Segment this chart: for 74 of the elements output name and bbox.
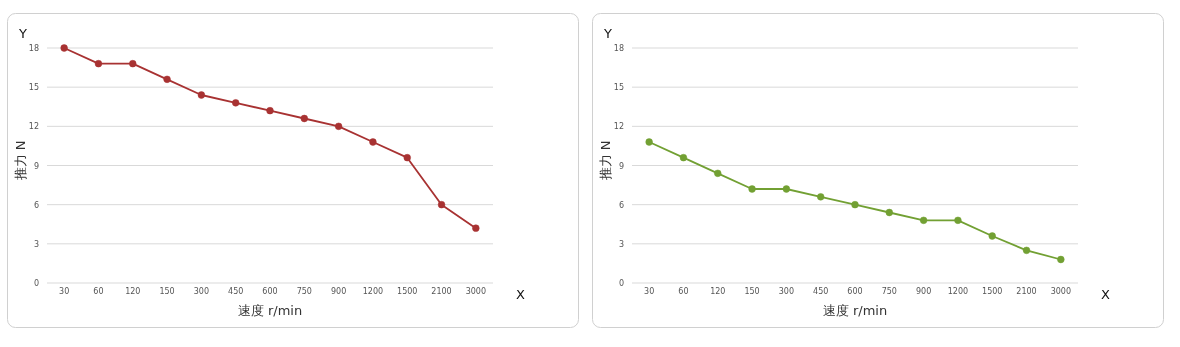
x-tick-label: 750: [296, 287, 312, 296]
x-tick-label: 150: [744, 287, 760, 296]
x-tick-label: 2100: [1016, 287, 1037, 296]
point: [437, 201, 446, 209]
x-tick-label: 60: [93, 287, 104, 296]
point: [679, 154, 688, 162]
x-tick-label: 1500: [397, 287, 418, 296]
x-tick-label: 600: [847, 287, 863, 296]
x-tick-label: 1200: [947, 287, 969, 296]
y-tick-label: 6: [33, 200, 39, 210]
point: [403, 154, 411, 162]
x-tick-label: 60: [678, 287, 689, 296]
point: [472, 224, 480, 232]
point: [919, 216, 928, 224]
point: [782, 185, 791, 193]
x-tick-label: 300: [778, 287, 795, 296]
y-tick-label: 18: [613, 44, 624, 53]
text: Y: [603, 26, 612, 41]
x-tick-label: 600: [262, 287, 278, 296]
x-tick-label: 450: [813, 287, 829, 296]
x-axis-title: 速度 r/min: [822, 303, 888, 318]
point: [163, 75, 171, 83]
point: [129, 60, 137, 68]
y-tick-label: 0: [618, 279, 624, 288]
y-tick-label: 15: [28, 83, 39, 93]
x-tick-label: 3000: [465, 287, 487, 296]
x-tick-label: 900: [915, 287, 932, 296]
point: [885, 208, 893, 217]
y-axis-title: 推力 N: [598, 140, 613, 181]
y-tick-label: 15: [613, 83, 624, 93]
y-axis-title: 推力 N: [13, 140, 28, 181]
point: [369, 138, 377, 146]
x-tick-label: 2100: [431, 287, 452, 296]
y-tick-label: 0: [33, 279, 39, 288]
y-tick-label: 12: [613, 122, 624, 132]
x-axis-title: 速度 r/min: [237, 303, 303, 318]
point: [851, 201, 859, 209]
point: [1057, 255, 1065, 264]
x-tick-label: 3000: [1050, 287, 1072, 296]
point: [645, 138, 653, 146]
x-tick-label: 300: [193, 287, 210, 296]
point: [60, 44, 68, 52]
x-tick-label: 30: [644, 287, 655, 296]
text: X: [1101, 287, 1110, 302]
x-tick-label: 900: [330, 287, 347, 296]
point: [817, 193, 825, 201]
y-tick-label: 9: [33, 161, 39, 171]
y-tick-label: 3: [618, 239, 624, 249]
point: [266, 107, 274, 115]
x-tick-label: 450: [228, 287, 244, 296]
point: [232, 99, 240, 107]
text: Y: [18, 26, 27, 41]
text: X: [516, 287, 525, 302]
y-tick-label: 18: [28, 44, 39, 53]
point: [1022, 246, 1031, 255]
point: [988, 232, 996, 240]
x-tick-label: 750: [881, 287, 897, 296]
point: [334, 122, 343, 130]
x-tick-label: 120: [710, 287, 726, 296]
point: [954, 216, 962, 224]
point: [197, 91, 206, 99]
point: [94, 60, 103, 68]
y-tick-label: 3: [33, 239, 39, 249]
y-tick-label: 6: [618, 200, 624, 210]
x-tick-label: 120: [125, 287, 141, 296]
x-tick-label: 1500: [982, 287, 1003, 296]
point: [300, 114, 308, 123]
y-tick-label: 12: [28, 122, 39, 132]
x-tick-label: 30: [59, 287, 70, 296]
x-tick-label: 150: [159, 287, 175, 296]
x-tick-label: 1200: [362, 287, 384, 296]
y-tick-label: 9: [618, 161, 624, 171]
point: [748, 185, 756, 193]
point: [714, 169, 722, 177]
